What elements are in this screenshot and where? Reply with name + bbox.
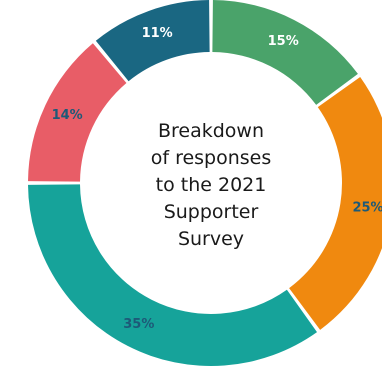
donut-slice-5	[95, 0, 210, 82]
center-title-line-4: Supporter	[163, 201, 259, 223]
slice-label-3: 35%	[123, 317, 154, 332]
donut-slices	[28, 0, 382, 366]
donut-slice-2	[289, 76, 382, 330]
center-title-line-1: Breakdown	[157, 120, 265, 142]
donut-slice-1	[212, 0, 358, 105]
center-title-line-5: Survey	[177, 228, 245, 250]
slice-label-4: 14%	[52, 108, 83, 123]
slice-label-2: 25%	[352, 200, 382, 215]
slice-label-5: 11%	[142, 26, 173, 41]
center-title: Breakdown of responses to the 2021 Suppo…	[111, 118, 311, 253]
donut-slice-4	[28, 43, 127, 182]
center-title-line-3: to the 2021	[155, 174, 267, 196]
center-title-line-2: of responses	[150, 147, 272, 169]
slice-labels: 15% 25% 35% 14% 11%	[52, 26, 382, 332]
donut-slice-3	[28, 184, 318, 366]
slice-label-1: 15%	[268, 34, 299, 49]
